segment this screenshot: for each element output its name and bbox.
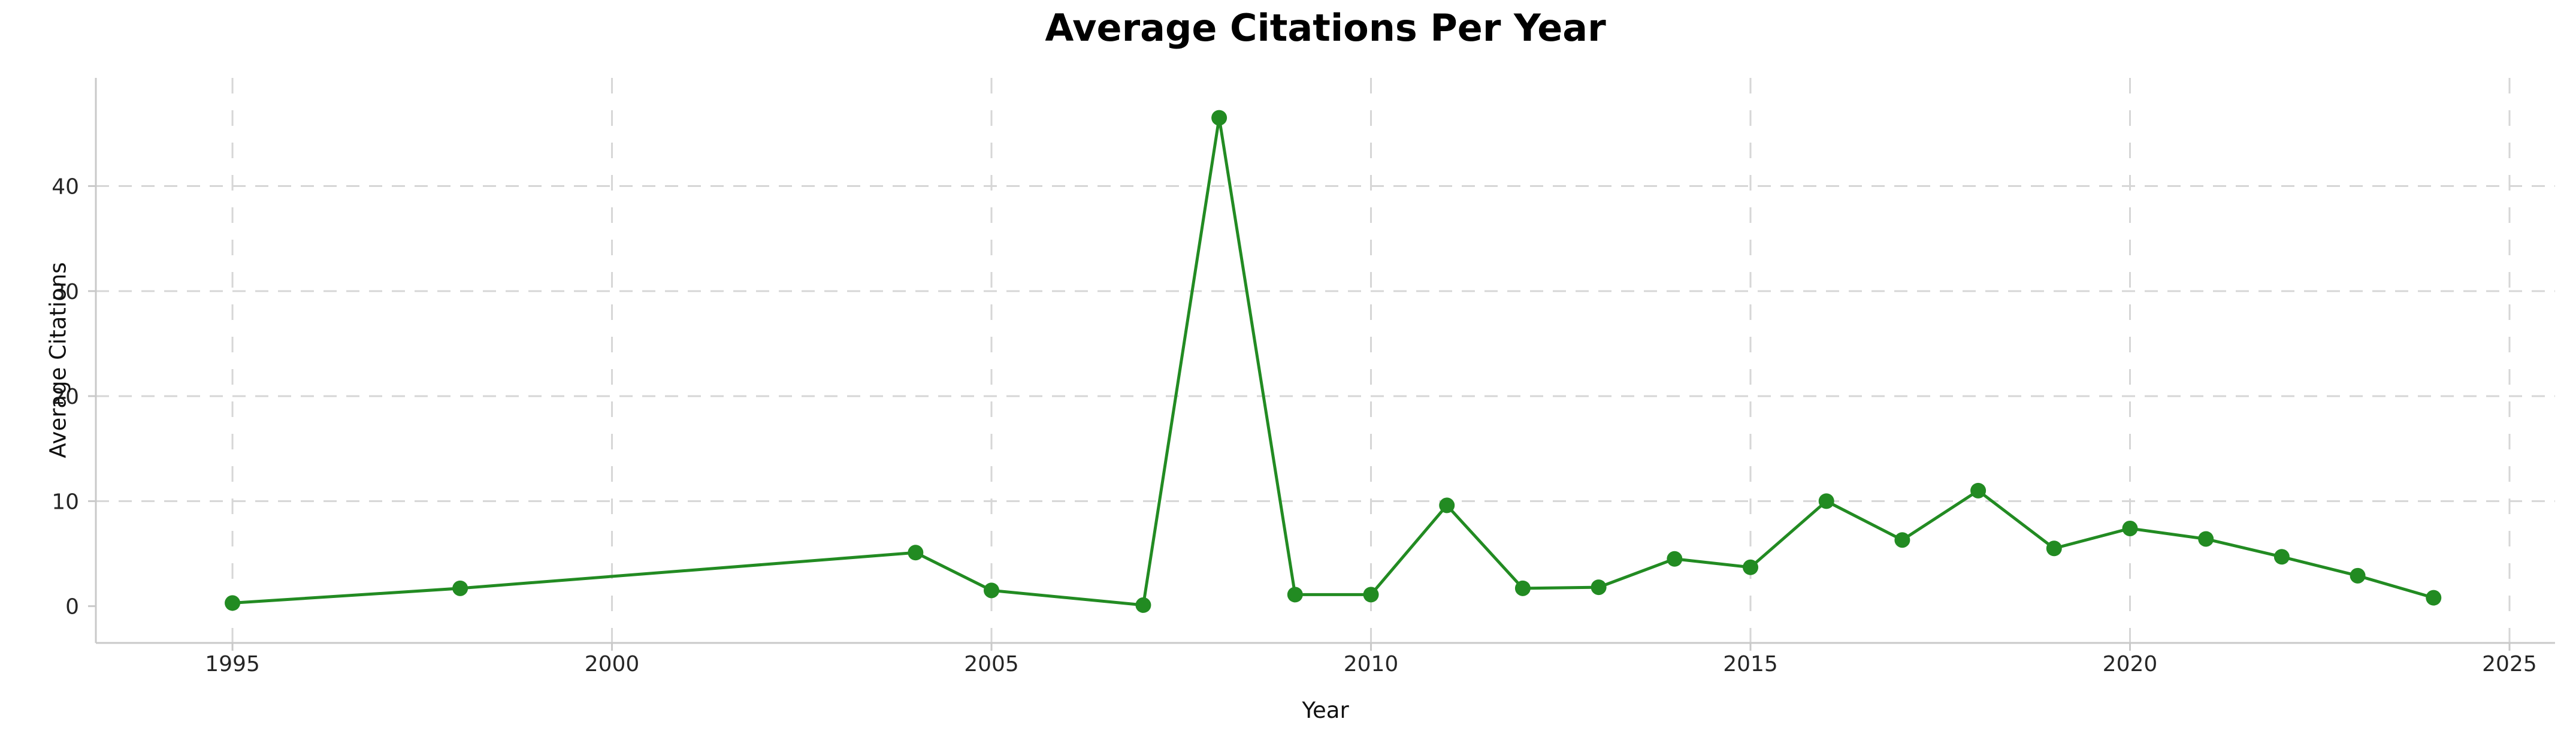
data-point xyxy=(2122,520,2138,536)
x-tick-label: 2010 xyxy=(1344,652,1399,676)
data-point xyxy=(1894,532,1910,548)
x-tick-label: 2025 xyxy=(2482,652,2537,676)
data-point xyxy=(1591,579,1607,596)
y-axis-title: Average Citations xyxy=(45,262,71,458)
data-point xyxy=(1439,497,1455,514)
x-tick-label: 2005 xyxy=(964,652,1019,676)
x-tick-label: 1995 xyxy=(205,652,260,676)
x-tick-label: 2015 xyxy=(1723,652,1778,676)
data-point xyxy=(2426,590,2442,606)
series-line xyxy=(231,116,2435,607)
data-point xyxy=(2046,540,2062,557)
x-tick-label: 2000 xyxy=(585,652,640,676)
data-point xyxy=(1743,559,1759,575)
data-point xyxy=(2350,567,2366,584)
data-point xyxy=(908,545,924,561)
data-point xyxy=(1818,493,1834,509)
y-tick-label: 10 xyxy=(52,490,79,514)
data-point xyxy=(452,580,468,596)
data-point xyxy=(1287,587,1303,603)
data-point xyxy=(2273,549,2290,565)
data-point xyxy=(225,595,241,611)
y-tick-label: 30 xyxy=(52,280,79,304)
data-point xyxy=(984,582,1000,599)
data-point xyxy=(1667,551,1683,567)
data-point xyxy=(2198,531,2214,547)
y-tick-label: 40 xyxy=(52,175,79,200)
data-point xyxy=(1363,587,1379,603)
y-tick-label: 20 xyxy=(52,385,79,409)
data-point xyxy=(1135,597,1151,613)
data-point xyxy=(1970,482,1987,499)
x-axis-title: Year xyxy=(1302,697,1349,723)
chart-title: Average Citations Per Year xyxy=(1045,6,1606,50)
x-tick-label: 2020 xyxy=(2103,652,2158,676)
y-tick-label: 0 xyxy=(65,595,79,620)
data-point xyxy=(1211,110,1227,126)
data-point xyxy=(1514,580,1531,596)
